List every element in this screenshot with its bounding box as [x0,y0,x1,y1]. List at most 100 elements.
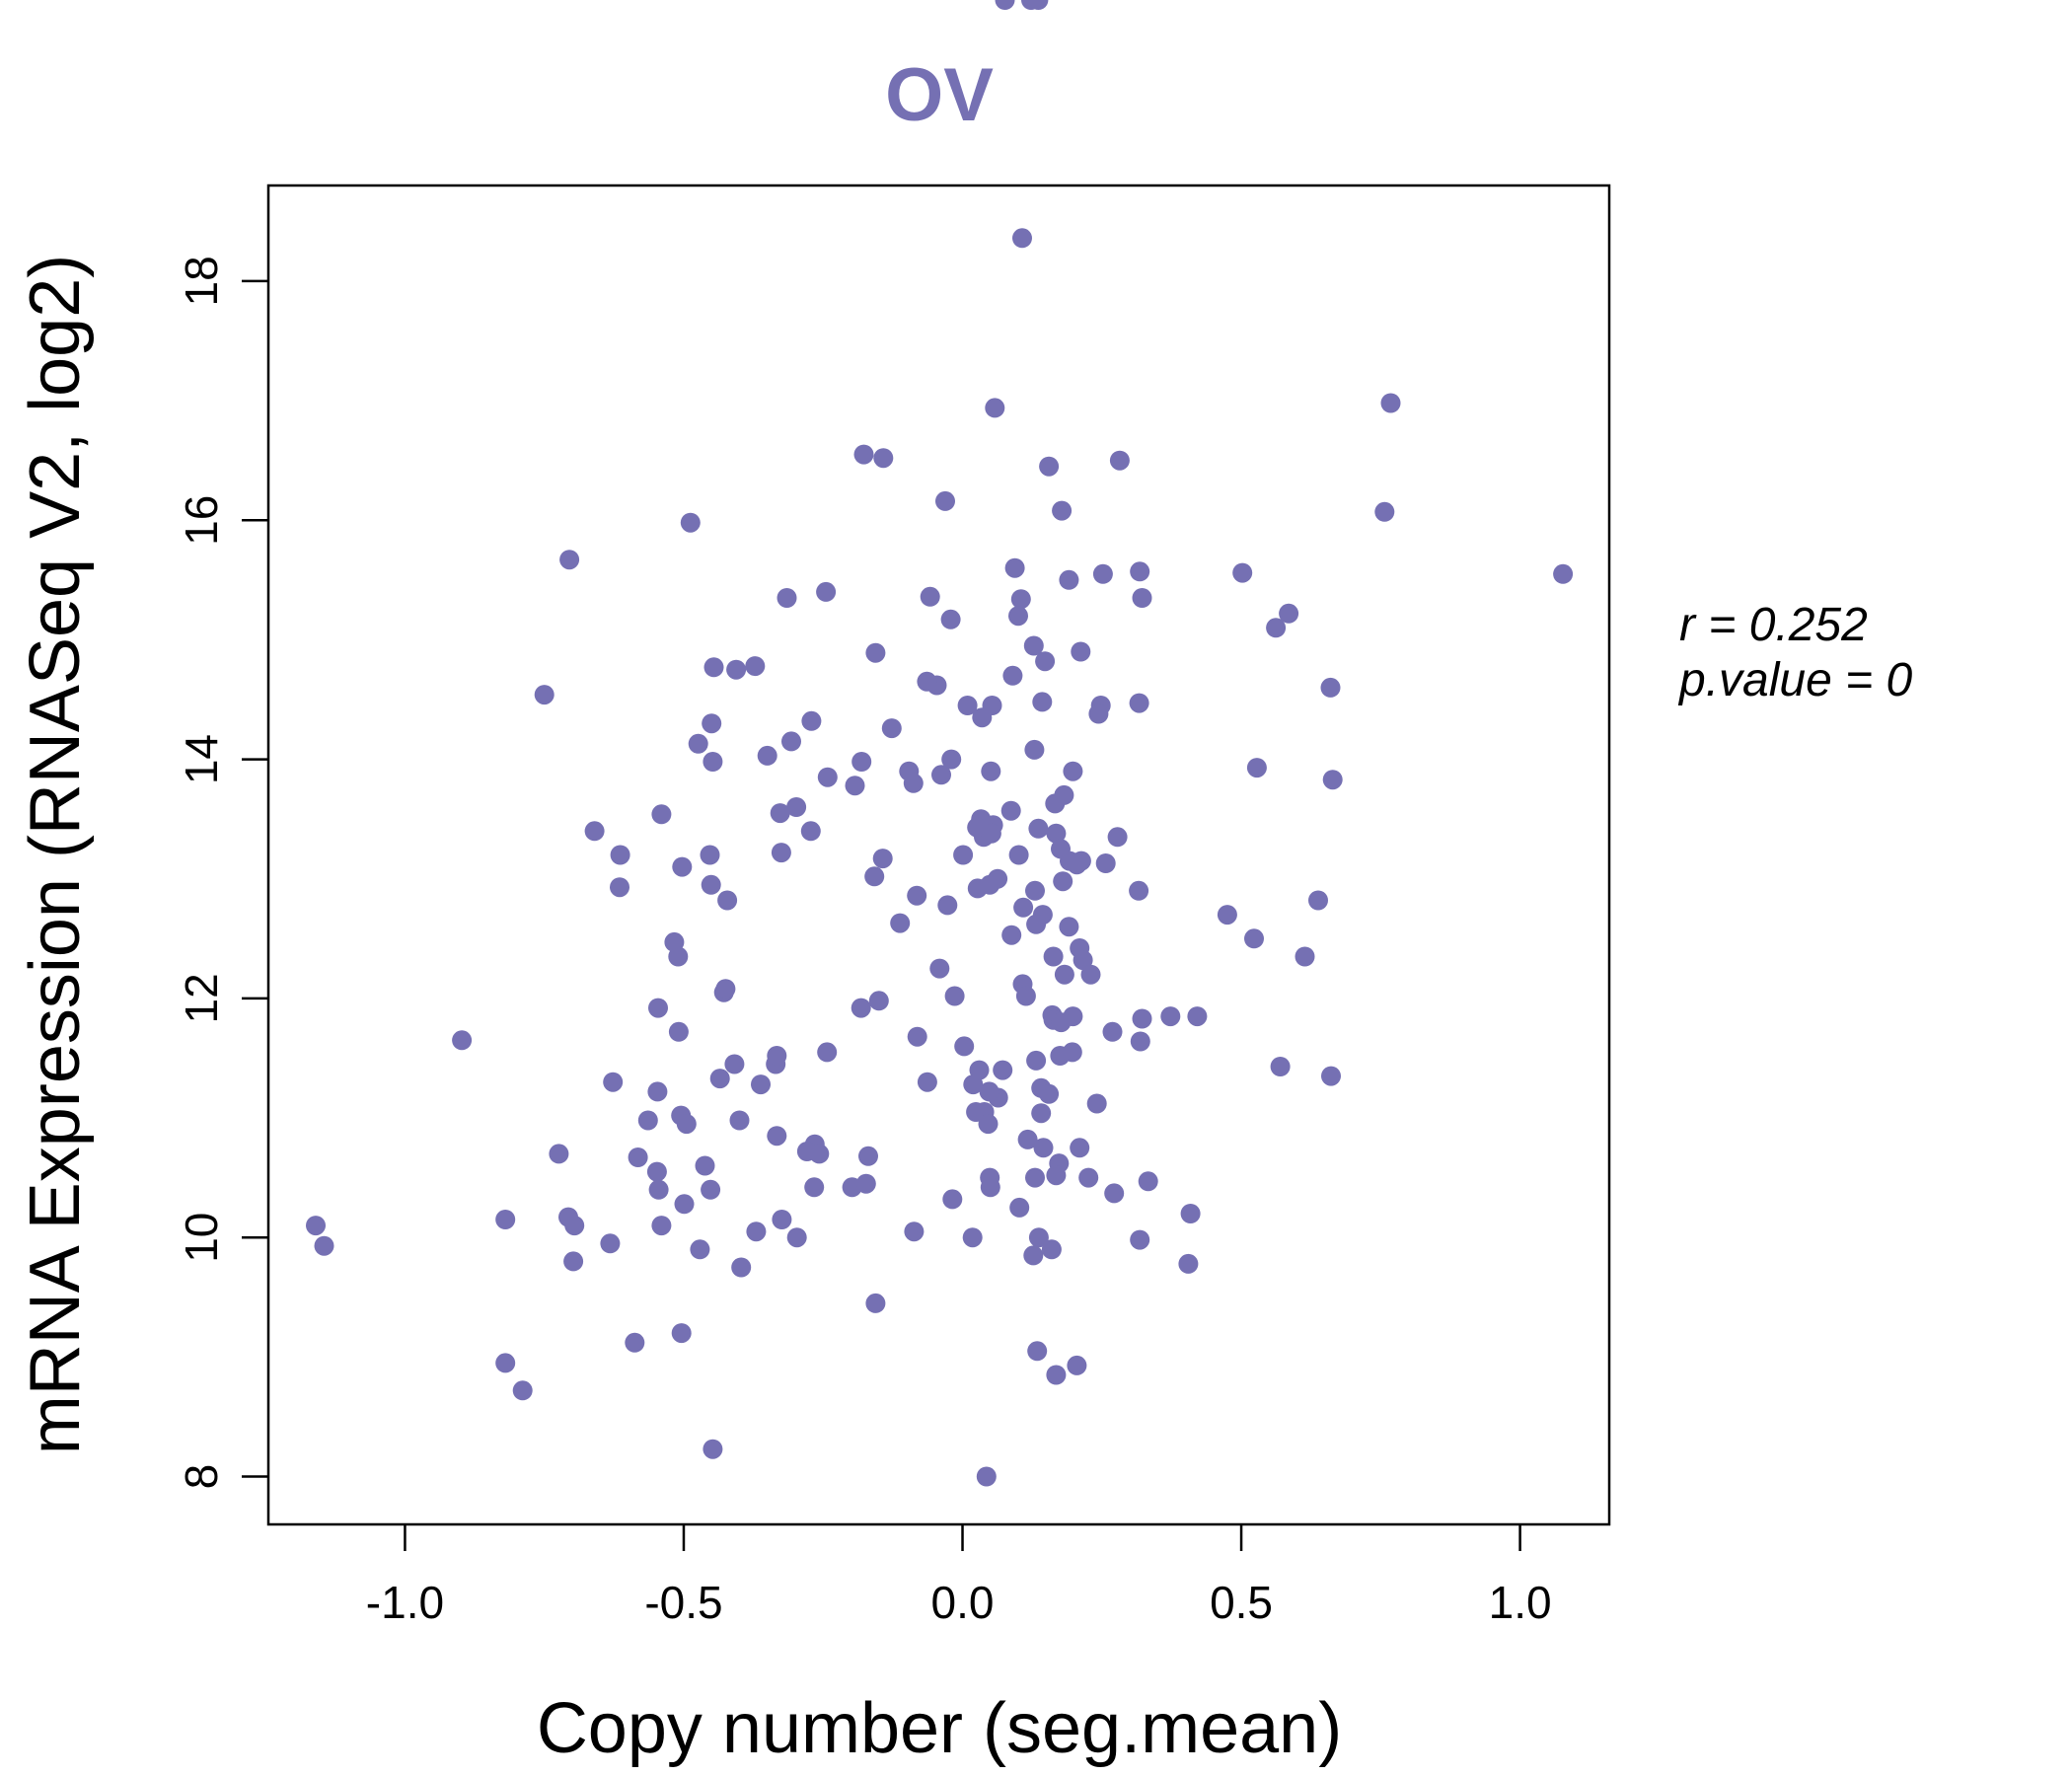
y-tick-label: 8 [176,1464,227,1490]
data-point [600,1233,621,1254]
data-point [1086,1093,1107,1114]
data-point [1045,793,1066,814]
data-point [1054,964,1074,985]
data-point [904,1221,925,1242]
data-point [637,1110,658,1131]
data-point [1092,563,1113,584]
data-point [563,1251,584,1272]
data-point [941,749,962,770]
y-tick-label: 14 [176,734,227,784]
y-axis-label: mRNA Expression (RNASeq V2, log2) [16,255,95,1454]
data-point [1095,853,1116,873]
data-point [729,1110,750,1131]
data-point [1132,588,1152,608]
data-point [564,1216,585,1236]
data-point [452,1030,473,1051]
data-points [306,0,1574,1487]
data-point [671,1323,692,1344]
data-point [495,1210,516,1229]
data-point [1024,739,1045,760]
data-point [1244,928,1264,949]
data-point [1308,890,1328,911]
data-point [1046,1165,1067,1186]
data-point [982,696,1002,715]
data-point [628,1147,648,1167]
data-point [1180,1204,1201,1223]
data-point [937,895,958,916]
x-axis: -1.0 -0.5 0.0 0.5 1.0 [366,1524,1552,1628]
data-point [907,1026,927,1047]
data-point [1321,1066,1341,1086]
data-point [967,878,988,899]
data-point [306,1216,326,1236]
data-point [1553,563,1574,584]
data-point [314,1235,334,1256]
data-point [954,1036,975,1057]
data-point [940,609,961,629]
data-point [1041,1239,1062,1260]
data-point [865,1293,886,1313]
data-point [1046,823,1067,844]
data-point [1008,845,1029,865]
data-point [890,913,911,933]
data-point [724,1054,745,1074]
data-point [1080,964,1101,985]
data-point [786,1227,807,1248]
data-point [603,1072,624,1092]
data-point [851,998,871,1018]
data-point [1025,880,1045,901]
data-point [953,845,974,865]
data-point [1004,557,1025,578]
data-point [1001,925,1022,945]
data-point [690,1239,710,1260]
y-tick-label: 18 [176,256,227,306]
data-point [1071,641,1091,662]
data-point [1028,0,1049,10]
data-point [674,1194,695,1215]
data-point [668,1021,689,1042]
data-point [804,1177,825,1198]
data-point [651,1216,672,1236]
data-point [935,490,955,511]
data-point [1039,1083,1060,1104]
data-point [978,1114,999,1135]
data-point [817,1042,838,1063]
data-point [985,398,1005,418]
data-point [817,767,838,787]
data-point [1178,1253,1199,1274]
data-point [1028,818,1049,839]
data-point [786,797,807,817]
data-point [865,642,886,663]
data-point [701,874,721,895]
data-point [1028,1227,1049,1248]
data-point [495,1353,516,1373]
data-point [931,765,951,785]
data-point [1088,703,1109,724]
data-point [1032,692,1053,712]
data-point [1015,986,1036,1006]
data-point [1320,677,1341,698]
data-point [1374,501,1395,522]
data-point [1023,1245,1044,1266]
data-point [1033,1138,1054,1158]
data-point [726,659,747,680]
data-point [559,550,580,570]
data-point [868,991,889,1011]
data-point [1107,827,1128,848]
data-point [845,776,865,796]
data-point [1067,854,1087,875]
data-point [1130,561,1150,582]
data-point [853,444,874,465]
data-point [1130,1031,1150,1052]
data-point [702,713,722,734]
data-point [717,890,738,911]
data-point [1138,1171,1158,1192]
data-point [816,581,837,602]
data-point [962,1227,983,1248]
data-point [1053,871,1073,892]
data-point [1266,618,1287,638]
data-point [1109,450,1130,471]
data-point [1023,635,1044,656]
data-point [709,1069,730,1089]
data-point [920,586,940,607]
